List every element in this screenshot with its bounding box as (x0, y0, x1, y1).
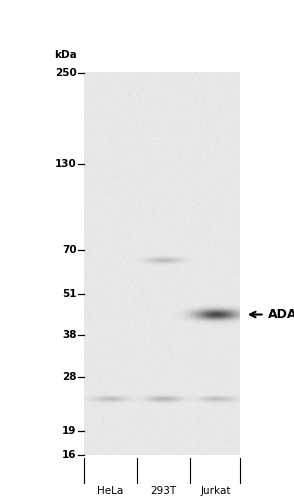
Text: 130: 130 (55, 159, 76, 169)
Text: 28: 28 (62, 372, 76, 382)
Text: 38: 38 (62, 330, 76, 340)
Text: ADA: ADA (268, 308, 294, 321)
Text: 19: 19 (62, 427, 76, 436)
Text: Jurkat: Jurkat (201, 486, 231, 496)
Text: HeLa: HeLa (97, 486, 123, 496)
Text: 16: 16 (62, 450, 76, 460)
Text: 250: 250 (55, 68, 76, 78)
Text: kDa: kDa (54, 50, 76, 60)
Bar (84, 73, 240, 455)
Text: 51: 51 (62, 289, 76, 299)
Text: 70: 70 (62, 245, 76, 255)
Text: 293T: 293T (150, 486, 176, 496)
